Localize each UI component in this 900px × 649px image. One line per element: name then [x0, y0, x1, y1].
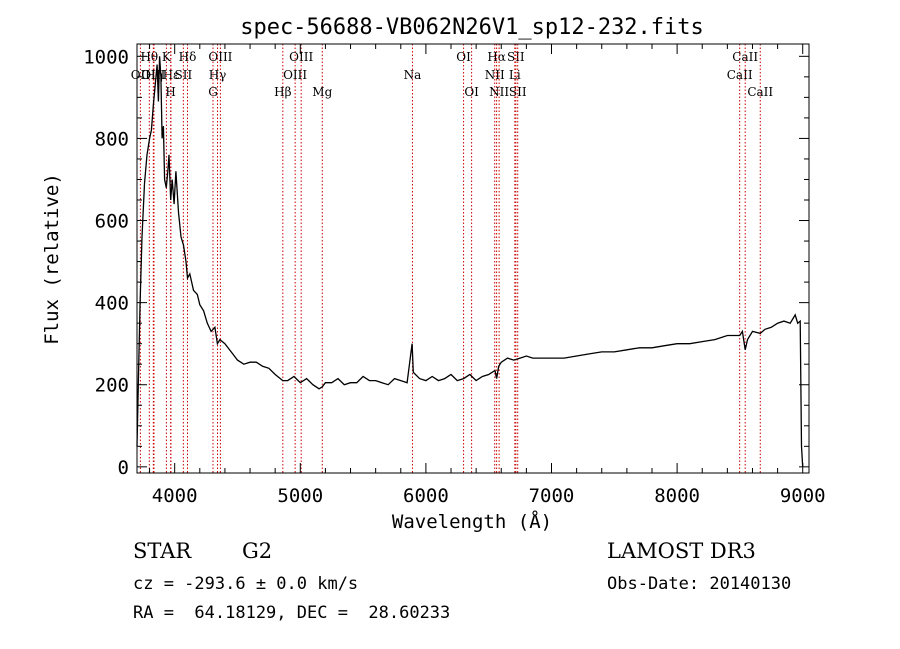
line-marker-label-7: H: [165, 85, 175, 99]
line-marker-label-26: CaII: [732, 50, 758, 64]
plot-frame: [136, 43, 810, 474]
line-marker-label-8: Hδ: [179, 50, 197, 64]
line-marker-label-9: OIII: [208, 50, 232, 64]
line-marker-label-1: Hθ: [140, 50, 158, 64]
line-marker-label-15: Mg: [312, 85, 332, 99]
line-marker-label-24: Li: [509, 68, 521, 82]
line-marker-label-23: SII: [509, 85, 527, 99]
x-tick-label-2: 6000: [403, 485, 449, 507]
y-axis: 0 200 400 600 800 1000: [83, 46, 809, 479]
y-tick-label-1: 200: [95, 375, 129, 397]
line-marker-label-6: SII: [174, 68, 192, 82]
survey-label: LAMOST DR3: [607, 539, 756, 563]
line-marker-label-13: OIII: [283, 68, 307, 82]
x-tick-label-5: 9000: [780, 485, 826, 507]
x-tick-label-1: 5000: [277, 485, 323, 507]
line-marker-label-4: K: [162, 50, 172, 64]
line-marker-label-12: Hβ: [274, 85, 291, 99]
line-marker-label-21: NII: [489, 85, 509, 99]
y-tick-label-4: 800: [95, 128, 129, 150]
line-marker-label-25: CaII: [727, 68, 753, 82]
line-marker-label-17: OI: [456, 50, 471, 64]
line-marker-label-19: NII: [485, 68, 505, 82]
redshift-line: cz = -293.6 ± 0.0 km/s: [133, 574, 359, 594]
coordinates-line: RA = 64.18129, DEC = 28.60233: [133, 603, 451, 623]
line-marker-label-10: Hγ: [209, 68, 227, 82]
x-tick-label-4: 8000: [654, 485, 700, 507]
line-marker-label-27: CaII: [747, 85, 773, 99]
series-group: [136, 56, 804, 467]
y-tick-label-3: 600: [95, 211, 129, 233]
y-tick-label-5: 1000: [83, 46, 129, 68]
series-line-flux: [136, 56, 804, 467]
line-marker-label-5: Hε: [163, 68, 180, 82]
object-subclass: G2: [242, 539, 273, 563]
line-marker-label-16: Na: [404, 68, 422, 82]
y-tick-label-2: 400: [95, 293, 129, 315]
chart-title: spec-56688-VB062N26V1_sp12-232.fits: [240, 15, 704, 40]
y-axis-label: Flux (relative): [41, 173, 63, 345]
line-marker-label-20: Hα: [487, 50, 506, 64]
obs-date-line: Obs-Date: 20140130: [607, 574, 792, 594]
x-axis-label: Wavelength (Å): [392, 510, 552, 533]
line-marker-label-11: G: [208, 85, 218, 99]
x-axis: 4000 5000 6000 7000 8000 9000: [149, 44, 826, 507]
line-marker-label-18: OI: [464, 85, 479, 99]
line-marker-label-14: OIII: [289, 50, 313, 64]
object-class: STAR: [133, 539, 192, 563]
y-tick-label-0: 0: [118, 457, 129, 479]
line-marker-label-22: SII: [507, 50, 525, 64]
x-tick-label-3: 7000: [529, 485, 575, 507]
line-marker-label-0: OII: [131, 68, 151, 82]
x-tick-label-0: 4000: [152, 485, 198, 507]
